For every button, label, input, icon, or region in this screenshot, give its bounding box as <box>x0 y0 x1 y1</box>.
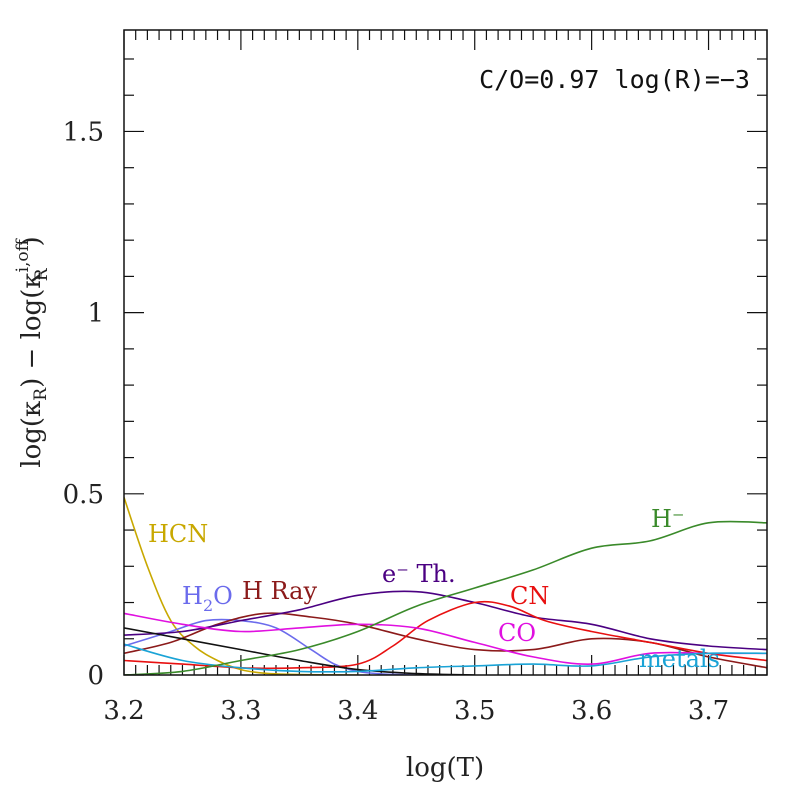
y-title-sub2: R <box>32 267 52 281</box>
series-label-co: CO <box>498 619 536 647</box>
tick-labels: 3.2 3.3 3.4 3.5 3.6 3.7 0 0.5 1 1.5 <box>63 117 730 726</box>
annotation-text: C/O=0.97 log(R)=−3 <box>479 65 750 94</box>
series-label-part: H <box>182 582 203 610</box>
x-tick-label: 3.5 <box>454 696 495 726</box>
series-label-metals: metals <box>639 645 720 673</box>
y-axis-title: log(κR) − log(κi,offR) <box>13 236 52 467</box>
y-title-suffix: ) <box>17 236 47 246</box>
series-line-black <box>124 627 475 675</box>
series-label-e-th: e⁻ Th. <box>382 560 456 588</box>
x-tick-label: 3.7 <box>688 696 729 726</box>
series-label-h-ray: H Ray <box>242 577 317 605</box>
y-tick-label: 0.5 <box>63 480 104 510</box>
y-tick-label: 1.5 <box>63 117 104 147</box>
series-line-metals <box>124 643 767 673</box>
series-label-cn: CN <box>510 582 549 610</box>
x-tick-label: 3.3 <box>220 696 261 726</box>
series-label-h: H⁻ <box>651 505 685 533</box>
x-axis-title: log(T) <box>406 753 484 783</box>
series-label-hcn: HCN <box>148 520 208 548</box>
series-lines <box>124 497 767 675</box>
x-tick-label: 3.6 <box>571 696 612 726</box>
series-label-h2o: H2O <box>182 582 233 615</box>
y-title-mid: ) − log(κ <box>17 272 47 387</box>
series-line-h <box>124 520 767 675</box>
x-tick-label: 3.4 <box>337 696 378 726</box>
y-tick-label: 1 <box>87 299 104 329</box>
series-label-sub: 2 <box>203 596 213 615</box>
x-tick-label: 3.2 <box>103 696 144 726</box>
series-label-part: O <box>213 582 233 610</box>
y-title-prefix: log(κ <box>17 401 47 468</box>
plot-frame <box>123 29 768 676</box>
series-labels: HCN H2O H Ray e⁻ Th. CN CO metals H⁻ <box>148 505 720 673</box>
series-line-co <box>124 612 767 665</box>
y-title-sup2: i,off <box>13 237 33 272</box>
y-tick-label: 0 <box>87 661 104 691</box>
y-title-sub1: R <box>31 387 51 401</box>
